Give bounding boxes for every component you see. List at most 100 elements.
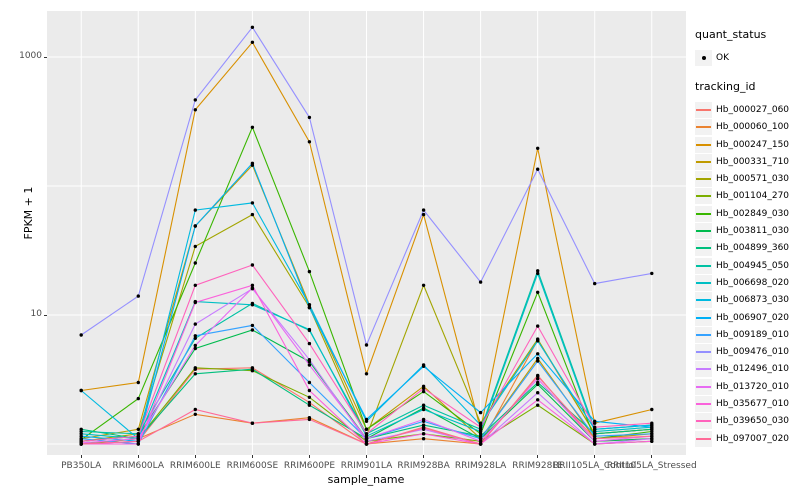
- data-point: [421, 426, 426, 430]
- legend-item-label: Hb_035677_010: [716, 398, 790, 409]
- data-point: [421, 283, 426, 287]
- data-point: [478, 434, 483, 438]
- x-tick-mark: [537, 455, 539, 458]
- data-point: [421, 432, 426, 436]
- data-point: [193, 208, 197, 212]
- legend-tracking-id-rows: Hb_000027_060 Hb_000060_100 Hb_000247_150 H…: [695, 101, 800, 447]
- x-tick-label: RRIM600LA: [112, 461, 165, 471]
- data-point: [593, 425, 597, 429]
- legend-item-label: Hb_006907_020: [716, 312, 790, 323]
- data-point: [421, 364, 426, 368]
- data-point: [79, 439, 83, 443]
- data-point: [478, 439, 483, 443]
- data-point: [536, 403, 540, 407]
- legend-item-label: Hb_000247_150: [716, 139, 790, 150]
- data-point: [307, 327, 312, 332]
- data-point: [650, 432, 654, 436]
- line-swatch-icon: [696, 264, 711, 267]
- x-tick-label: RRIM928LE: [512, 461, 564, 471]
- data-point: [193, 224, 197, 228]
- data-point: [307, 269, 312, 274]
- legend: quant_status OK tracking_id Hb_000027_06…: [695, 28, 800, 461]
- data-point: [136, 439, 140, 443]
- legend-item-label: Hb_012496_010: [716, 364, 790, 375]
- data-point: [250, 161, 255, 165]
- legend-key: [695, 274, 712, 291]
- data-point: [421, 417, 426, 422]
- x-tick-mark: [594, 455, 596, 458]
- legend-key: [695, 223, 712, 240]
- line-swatch-icon: [696, 212, 711, 215]
- data-point: [478, 425, 483, 429]
- legend-item-label: Hb_013720_010: [716, 381, 790, 392]
- line-swatch-icon: [696, 385, 711, 388]
- legend-key: [695, 171, 712, 188]
- line-swatch-icon: [696, 230, 711, 233]
- data-point: [193, 108, 197, 112]
- data-point: [536, 271, 540, 276]
- data-point: [193, 283, 197, 287]
- x-tick-label: RRIM600LE: [169, 461, 221, 471]
- data-point: [536, 359, 540, 363]
- data-point: [364, 417, 369, 422]
- data-point: [478, 429, 483, 434]
- data-point: [193, 322, 197, 326]
- data-point: [593, 442, 597, 446]
- data-point: [364, 439, 369, 443]
- data-point: [593, 434, 597, 438]
- legend-item-tracking-id: Hb_001104_270: [695, 188, 800, 205]
- line-swatch-icon: [696, 247, 711, 250]
- data-point: [421, 437, 426, 441]
- legend-key: [695, 49, 712, 66]
- legend-item-tracking-id: Hb_009189_010: [695, 326, 800, 343]
- legend-item-tracking-id: Hb_002849_030: [695, 205, 800, 222]
- legend-quant-status-rows: OK: [695, 49, 800, 66]
- legend-key: [695, 413, 712, 430]
- data-point: [79, 432, 83, 436]
- data-point: [650, 407, 654, 412]
- legend-item-label: Hb_039650_030: [716, 416, 790, 427]
- legend-item-tracking-id: Hb_006698_020: [695, 274, 800, 291]
- data-point: [193, 372, 197, 376]
- x-tick-label: RRIM600PE: [283, 461, 336, 471]
- legend-item-label: Hb_009189_010: [716, 329, 790, 340]
- legend-key: [695, 240, 712, 257]
- data-point: [478, 437, 483, 441]
- line-swatch-icon: [696, 420, 711, 423]
- x-tick-label: RRIM928LA: [454, 461, 507, 471]
- y-tick-mark: [44, 314, 47, 316]
- legend-key: [695, 119, 712, 136]
- data-point: [193, 334, 197, 338]
- point-icon: [701, 55, 706, 60]
- data-point: [421, 212, 426, 217]
- data-point: [421, 403, 426, 407]
- line-swatch-icon: [696, 178, 711, 181]
- line-swatch-icon: [696, 351, 711, 354]
- legend-item-label: Hb_001104_270: [716, 191, 790, 202]
- line-swatch-icon: [696, 143, 711, 146]
- line-swatch-icon: [696, 108, 711, 111]
- legend-item-tracking-id: Hb_003811_030: [695, 222, 800, 240]
- plot-svg: [47, 11, 686, 455]
- x-tick-mark: [137, 455, 139, 458]
- data-point: [364, 432, 369, 436]
- data-point: [593, 437, 597, 441]
- data-point: [593, 439, 597, 443]
- legend-item-quant-status: OK: [695, 49, 800, 66]
- data-point: [536, 374, 540, 378]
- x-tick-mark: [308, 455, 310, 458]
- x-tick-mark: [651, 455, 653, 458]
- data-point: [421, 386, 426, 391]
- legend-item-label: Hb_000027_060: [716, 104, 790, 115]
- data-point: [478, 442, 483, 446]
- data-point: [536, 290, 540, 294]
- data-point: [421, 389, 426, 394]
- line-swatch-icon: [696, 402, 711, 405]
- data-point: [307, 341, 312, 346]
- data-point: [307, 303, 312, 307]
- legend-item-tracking-id: Hb_004899_360: [695, 240, 800, 257]
- data-point: [650, 437, 654, 441]
- x-tick-mark: [480, 455, 482, 458]
- data-point: [307, 417, 312, 422]
- line-swatch-icon: [696, 126, 711, 129]
